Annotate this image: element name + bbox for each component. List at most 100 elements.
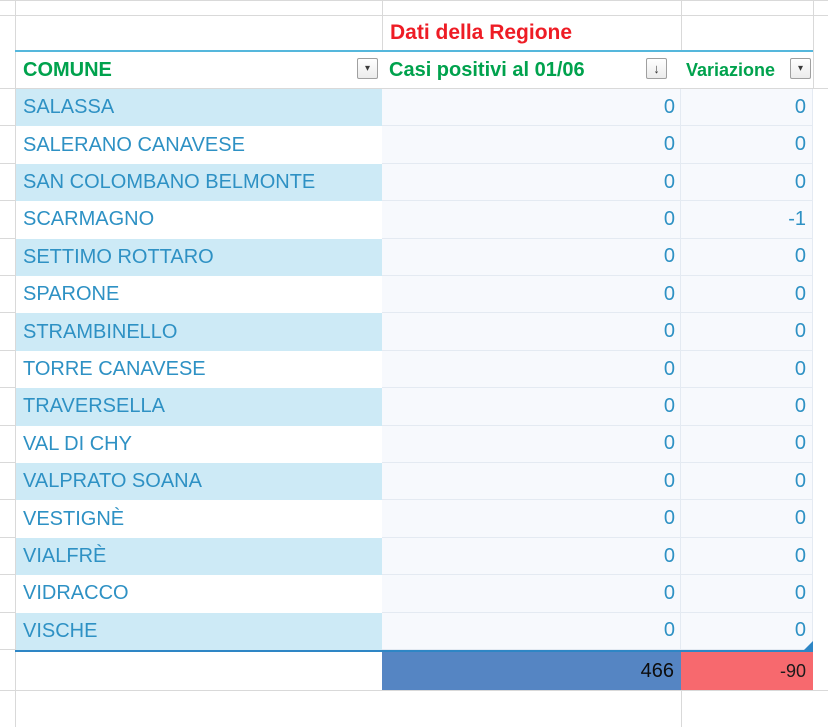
total-casi-cell[interactable]: 466 xyxy=(382,652,681,690)
casi-cell[interactable]: 0 xyxy=(382,537,681,576)
casi-cell[interactable]: 0 xyxy=(382,612,681,651)
variazione-cell[interactable]: 0 xyxy=(681,126,813,164)
variazione-cell[interactable]: 0 xyxy=(681,463,813,501)
row-gutter-cell xyxy=(0,652,16,690)
region-title: Dati della Regione xyxy=(390,21,573,44)
comune-cell[interactable]: VISCHE xyxy=(16,612,382,651)
comune-cell[interactable]: SALERANO CANAVESE xyxy=(16,126,382,164)
table-header-row: COMUNE ▾ Casi positivi al 01/06 ↓ Variaz… xyxy=(0,52,828,88)
variazione-cell[interactable]: 0 xyxy=(681,350,813,389)
variazione-header-cell[interactable]: Variazione ▾ xyxy=(681,52,813,88)
variazione-cell[interactable]: 0 xyxy=(681,575,813,613)
casi-cell[interactable]: 0 xyxy=(382,500,681,538)
variazione-cell[interactable]: 0 xyxy=(681,89,813,127)
variazione-header-label: Variazione xyxy=(686,59,776,80)
table-row: TRAVERSELLA 0 0 xyxy=(0,388,828,426)
table-row: VALPRATO SOANA 0 0 xyxy=(0,463,828,501)
table-row: VESTIGNÈ 0 0 xyxy=(0,500,828,538)
totals-row: 466 -90 xyxy=(0,652,828,690)
comune-cell[interactable]: VIALFRÈ xyxy=(16,537,382,576)
row-gutter-cell xyxy=(0,425,16,464)
comune-cell[interactable]: SCARMAGNO xyxy=(16,201,382,239)
casi-cell[interactable]: 0 xyxy=(382,463,681,501)
row-gutter-cell xyxy=(0,89,16,127)
casi-cell[interactable]: 0 xyxy=(382,238,681,277)
empty-cell xyxy=(813,126,828,164)
variazione-cell[interactable]: 0 xyxy=(681,163,813,202)
comune-cell[interactable]: VALPRATO SOANA xyxy=(16,463,382,501)
comune-cell[interactable]: SAN COLOMBANO BELMONTE xyxy=(16,163,382,202)
casi-header-label: Casi positivi al 01/06 xyxy=(389,58,585,81)
casi-cell[interactable]: 0 xyxy=(382,126,681,164)
table-row: VAL DI CHY 0 0 xyxy=(0,425,828,464)
empty-cell xyxy=(813,388,828,426)
table-row: SETTIMO ROTTARO 0 0 xyxy=(0,238,828,277)
filter-dropdown-icon[interactable]: ▾ xyxy=(357,58,378,79)
row-gutter-cell xyxy=(0,313,16,351)
comune-cell[interactable]: TORRE CANAVESE xyxy=(16,350,382,389)
empty-cell xyxy=(813,537,828,576)
casi-cell[interactable]: 0 xyxy=(382,388,681,426)
row-gutter-cell xyxy=(0,350,16,389)
empty-cell xyxy=(813,612,828,651)
casi-cell[interactable]: 0 xyxy=(382,350,681,389)
comune-header-cell[interactable]: COMUNE ▾ xyxy=(16,52,382,88)
comune-cell[interactable]: VAL DI CHY xyxy=(16,425,382,464)
casi-header-cell[interactable]: Casi positivi al 01/06 ↓ xyxy=(382,52,681,88)
empty-cell xyxy=(813,463,828,501)
table-row: STRAMBINELLO 0 0 xyxy=(0,313,828,351)
variazione-cell[interactable]: -1 xyxy=(681,201,813,239)
variazione-cell[interactable]: 0 xyxy=(681,313,813,351)
empty-cell xyxy=(813,276,828,314)
filter-dropdown-icon[interactable]: ▾ xyxy=(790,58,811,79)
comune-cell[interactable]: SALASSA xyxy=(16,89,382,127)
comune-cell[interactable]: TRAVERSELLA xyxy=(16,388,382,426)
casi-cell[interactable]: 0 xyxy=(382,89,681,127)
header-top-border xyxy=(15,50,813,52)
sort-descending-icon[interactable]: ↓ xyxy=(646,58,667,79)
gridline xyxy=(15,690,16,727)
empty-cell xyxy=(813,52,828,88)
variazione-cell[interactable]: 0 xyxy=(681,276,813,314)
row-gutter-cell xyxy=(0,126,16,164)
empty-cell xyxy=(813,238,828,277)
empty-cell xyxy=(813,163,828,202)
row-gutter-cell xyxy=(0,388,16,426)
empty-cell xyxy=(813,350,828,389)
table-row: VIALFRÈ 0 0 xyxy=(0,537,828,576)
gridline xyxy=(0,88,828,89)
variazione-cell[interactable]: 0 xyxy=(681,537,813,576)
row-gutter-cell xyxy=(0,238,16,277)
variazione-cell[interactable]: 0 xyxy=(681,388,813,426)
casi-cell[interactable]: 0 xyxy=(382,313,681,351)
gridline xyxy=(681,690,682,727)
casi-cell[interactable]: 0 xyxy=(382,575,681,613)
gridline xyxy=(813,0,814,88)
empty-cell xyxy=(813,201,828,239)
total-variazione-cell[interactable]: -90 xyxy=(681,652,813,690)
row-gutter-cell xyxy=(0,201,16,239)
gridline xyxy=(0,690,828,691)
variazione-cell[interactable]: 0 xyxy=(681,238,813,277)
gridline xyxy=(0,15,828,16)
casi-cell[interactable]: 0 xyxy=(382,201,681,239)
variazione-cell[interactable]: 0 xyxy=(681,612,813,651)
comune-cell[interactable]: SETTIMO ROTTARO xyxy=(16,238,382,277)
comune-cell[interactable]: STRAMBINELLO xyxy=(16,313,382,351)
comune-cell[interactable]: VESTIGNÈ xyxy=(16,500,382,538)
table-row: VISCHE 0 0 xyxy=(0,612,828,651)
table-resize-handle-icon[interactable] xyxy=(803,641,813,651)
empty-cell xyxy=(813,575,828,613)
row-gutter-cell xyxy=(0,500,16,538)
casi-cell[interactable]: 0 xyxy=(382,425,681,464)
empty-cell xyxy=(813,313,828,351)
casi-cell[interactable]: 0 xyxy=(382,163,681,202)
table-row: SCARMAGNO 0 -1 xyxy=(0,201,828,239)
empty-cell xyxy=(813,500,828,538)
variazione-cell[interactable]: 0 xyxy=(681,500,813,538)
row-gutter-cell xyxy=(0,463,16,501)
casi-cell[interactable]: 0 xyxy=(382,276,681,314)
comune-cell[interactable]: SPARONE xyxy=(16,276,382,314)
variazione-cell[interactable]: 0 xyxy=(681,425,813,464)
comune-cell[interactable]: VIDRACCO xyxy=(16,575,382,613)
